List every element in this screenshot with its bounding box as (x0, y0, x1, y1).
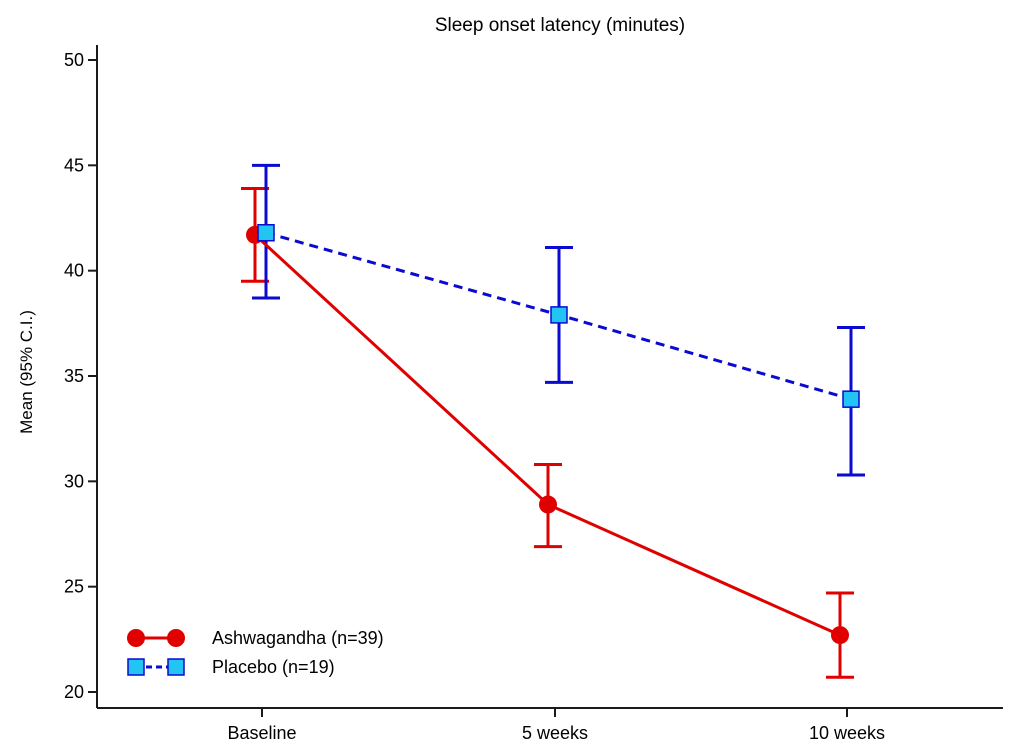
error-bars (241, 163, 865, 679)
axes: 20 25 30 35 40 45 50 Baseline 5 weeks 10 weeks (64, 45, 1003, 742)
y-tick-label: 20 (64, 682, 84, 702)
data-point (257, 223, 275, 242)
y-tick-label: 30 (64, 471, 84, 491)
legend-entry: Placebo (n=19) (127, 657, 335, 677)
y-tick-label: 35 (64, 366, 84, 386)
series-lines (253, 231, 852, 637)
legend-label: Ashwagandha (n=39) (212, 628, 384, 648)
legend-entry: Ashwagandha (n=39) (127, 628, 384, 648)
series-markers (246, 223, 860, 645)
series-line (253, 233, 841, 637)
legend-marker (127, 629, 145, 647)
legend: Ashwagandha (n=39) Placebo (n=19) (127, 628, 384, 677)
y-axis-label: Mean (95% C.I.) (17, 310, 36, 434)
legend-label: Placebo (n=19) (212, 657, 335, 677)
y-tick-label: 50 (64, 50, 84, 70)
legend-marker (127, 658, 145, 676)
data-point (539, 495, 557, 514)
y-tick-label: 25 (64, 577, 84, 597)
data-point (550, 306, 568, 324)
data-point (831, 626, 849, 645)
legend-marker (167, 629, 185, 647)
x-tick-label: 5 weeks (522, 723, 588, 742)
chart-title: Sleep onset latency (minutes) (435, 15, 685, 36)
x-tick-label: 10 weeks (809, 723, 885, 742)
y-tick-label: 40 (64, 261, 84, 281)
legend-marker (167, 658, 185, 676)
data-point (842, 390, 860, 408)
x-tick-label: Baseline (227, 723, 296, 742)
y-tick-label: 45 (64, 155, 84, 175)
